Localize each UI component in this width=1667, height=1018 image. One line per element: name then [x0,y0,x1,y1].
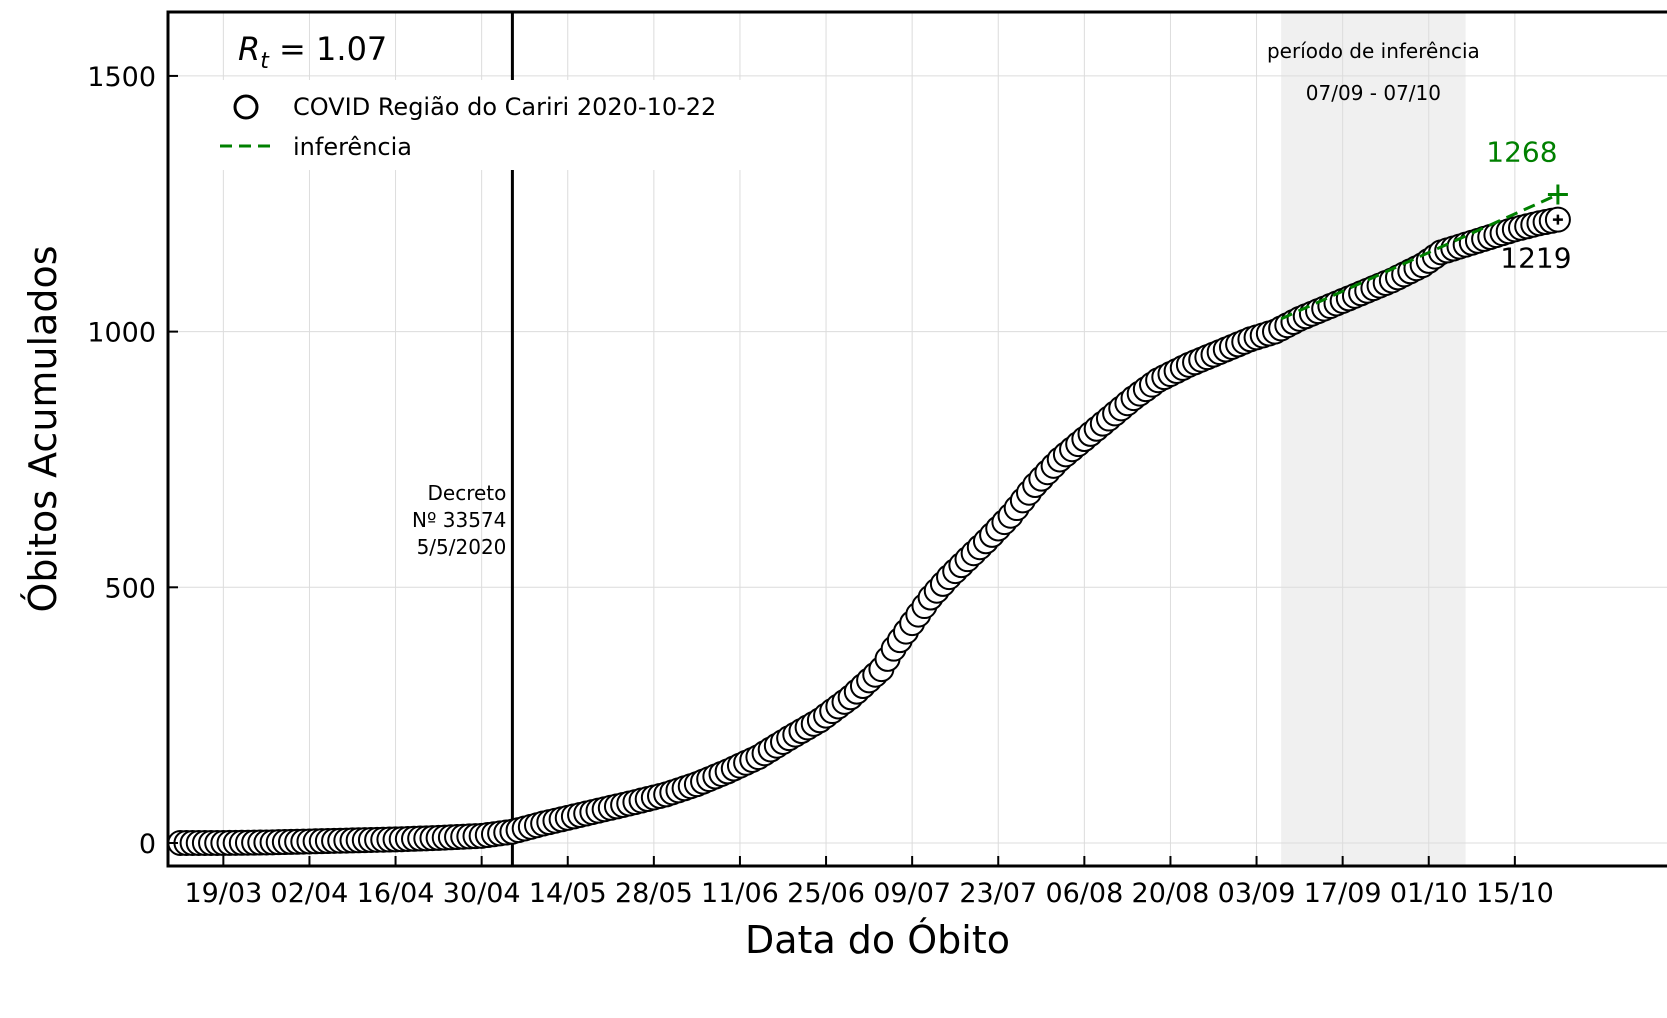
legend-label-observed: COVID Região do Cariri 2020-10-22 [293,93,716,121]
x-tick-label-9: 23/07 [959,878,1037,909]
decree-line-2: Nº 33574 [412,508,506,532]
x-tick-label-11: 20/08 [1132,878,1210,909]
inference-period-range: 07/09 - 07/10 [1306,81,1441,105]
decree-line-3: 5/5/2020 [417,535,507,559]
x-tick-label-14: 01/10 [1390,878,1468,909]
x-tick-label-4: 14/05 [529,878,607,909]
observed-end-value-label: 1219 [1500,242,1571,275]
x-axis-title: Data do Óbito [745,918,1010,962]
plot-frame [166,10,1667,868]
x-tick-label-7: 25/06 [787,878,865,909]
inferred-end-value-label: 1268 [1486,136,1557,169]
observed-end-plus-marker [1552,214,1563,225]
x-tick-label-0: 19/03 [184,878,262,909]
decree-line-1: Decreto [428,481,507,505]
observed-series [167,206,1571,856]
inference-period-shade [1281,12,1466,866]
y-axis-title: Óbitos Acumulados [21,245,65,612]
y-tick-label-1: 500 [104,573,156,604]
x-tick-label-2: 16/04 [357,878,435,909]
y-tick-label-3: 1500 [87,62,156,93]
y-tick-label-0: 0 [139,829,156,860]
inference-line [1280,193,1559,321]
axis-ticks: 0 500 1000 1500 19/03 02/04 16/04 30/04 14/05 28/… [87,62,1553,909]
legend-marker-observed [233,94,259,120]
inference-end-plus-marker [1547,184,1568,205]
x-tick-label-5: 28/05 [615,878,693,909]
x-tick-label-13: 17/09 [1304,878,1382,909]
legend: COVID Região do Cariri 2020-10-22 inferê… [205,80,765,170]
x-tick-label-10: 06/08 [1045,878,1123,909]
x-tick-label-8: 09/07 [873,878,951,909]
decree-annotation: Decreto Nº 33574 5/5/2020 [412,481,506,559]
x-tick-label-15: 15/10 [1476,878,1554,909]
y-tick-label-2: 1000 [87,318,156,349]
inference-period-title: período de inferência [1267,39,1480,63]
rt-label: Rt = 1.07 [238,30,387,74]
legend-background [205,80,765,170]
x-tick-label-12: 03/09 [1218,878,1296,909]
x-tick-label-6: 11/06 [701,878,779,909]
x-tick-label-1: 02/04 [271,878,349,909]
legend-label-inference: inferência [293,133,412,161]
x-tick-label-3: 30/04 [443,878,521,909]
